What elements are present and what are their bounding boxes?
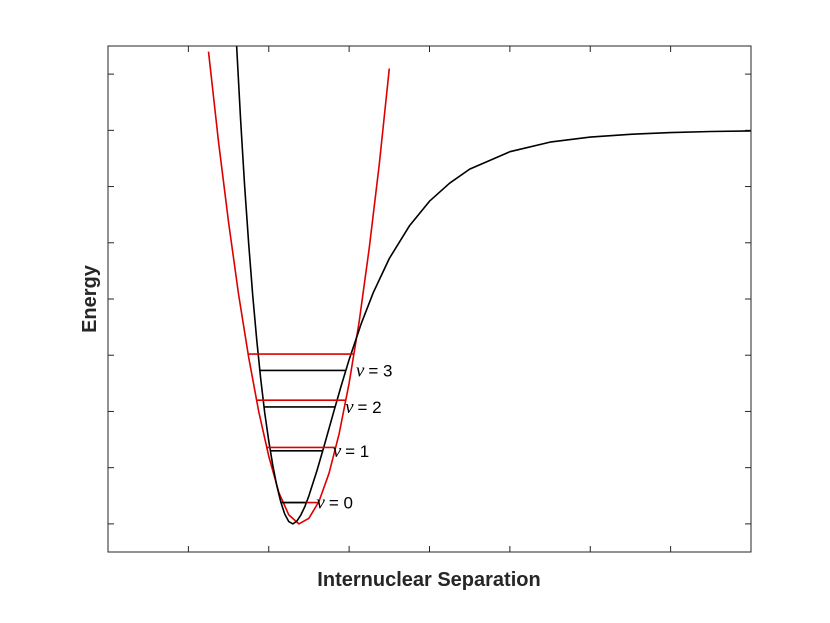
level-label-0: ν = 0 (316, 493, 353, 514)
nu-symbol: ν (333, 441, 342, 462)
nu-symbol: ν (316, 493, 325, 514)
curve-group (207, 46, 751, 525)
nu-symbol: ν (356, 360, 365, 381)
energy-levels (248, 353, 354, 504)
plot-area (207, 46, 751, 525)
nu-symbol: ν (345, 397, 354, 418)
x-axis-title: Internuclear Separation (317, 569, 540, 591)
level-labels: ν = 0ν = 1ν = 2ν = 3 (316, 360, 392, 513)
level-value: = 2 (358, 398, 382, 417)
axis-ticks (107, 46, 752, 552)
level-value: = 3 (368, 361, 392, 380)
level-label-1: ν = 1 (333, 441, 370, 462)
level-label-3: ν = 3 (356, 360, 393, 381)
anharmonic-potential-curve (235, 46, 751, 525)
y-axis-title: Energy (79, 264, 101, 333)
level-label-2: ν = 2 (345, 397, 382, 418)
axes-frame (107, 45, 752, 553)
harmonic-potential-curve (207, 51, 391, 525)
level-value: = 0 (329, 494, 353, 513)
level-value: = 1 (345, 442, 369, 461)
